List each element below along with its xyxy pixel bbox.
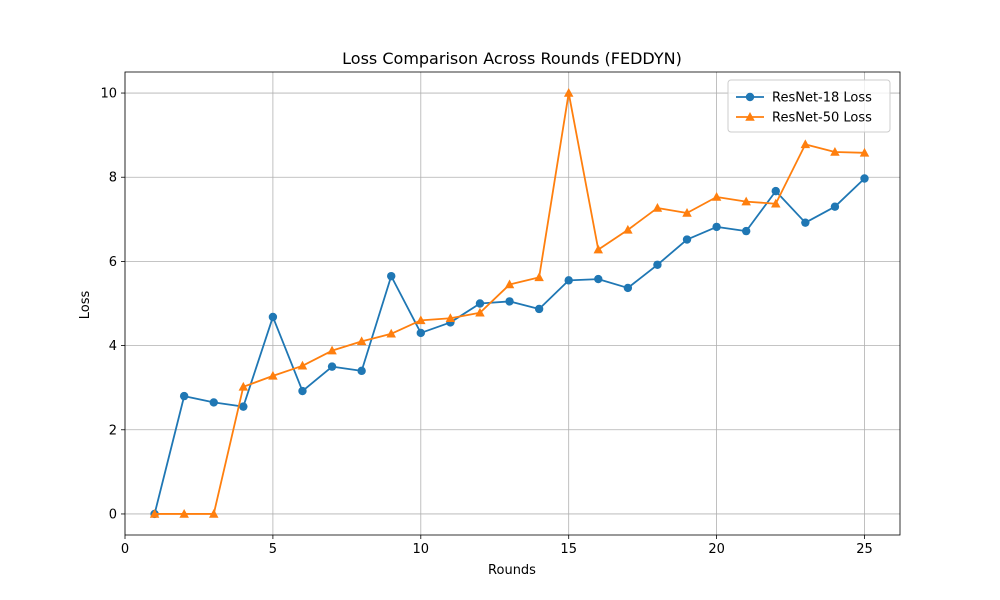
data-point <box>830 146 840 156</box>
data-point <box>179 391 189 401</box>
data-point <box>859 147 870 157</box>
data-point <box>297 360 308 370</box>
data-point <box>445 313 456 322</box>
data-point <box>653 260 662 269</box>
x-tick-label: 20 <box>708 542 725 557</box>
data-point <box>386 328 396 338</box>
data-point <box>801 218 810 227</box>
legend-label: ResNet-50 Loss <box>772 111 872 126</box>
data-point <box>239 402 248 411</box>
chart-title: Loss Comparison Across Rounds (FEDDYN) <box>342 49 682 68</box>
data-point <box>712 222 721 232</box>
data-point <box>179 508 189 518</box>
data-point <box>711 192 722 201</box>
data-point <box>682 208 692 217</box>
data-point <box>327 362 337 371</box>
data-series <box>149 88 870 519</box>
y-tick-label: 10 <box>100 87 117 102</box>
series-resnet-18 <box>150 174 869 519</box>
legend-box <box>727 79 891 133</box>
data-point <box>534 272 544 282</box>
data-point <box>830 202 840 211</box>
data-point <box>564 276 573 285</box>
data-point <box>268 370 278 380</box>
data-point <box>800 139 811 149</box>
data-point <box>238 381 249 391</box>
x-axis-label: Rounds <box>488 563 536 578</box>
data-point <box>298 386 307 396</box>
legend-marker <box>745 112 755 121</box>
data-point <box>208 508 219 518</box>
legend-entry: ResNet-18 Loss <box>736 91 872 106</box>
legend: ResNet-18 Loss ResNet-50 Loss <box>727 79 891 133</box>
data-point <box>860 174 869 183</box>
legend-label: ResNet-18 Loss <box>772 91 872 106</box>
y-tick-label: 2 <box>109 423 117 438</box>
data-point <box>149 508 160 518</box>
data-point <box>741 226 751 236</box>
x-tick-label: 15 <box>560 542 577 557</box>
data-point <box>357 366 366 376</box>
data-point <box>387 271 396 281</box>
data-point <box>594 274 603 284</box>
data-point <box>416 328 426 338</box>
y-tick-label: 4 <box>109 339 117 354</box>
data-point <box>652 202 663 212</box>
x-tick-label: 10 <box>413 542 430 557</box>
data-point <box>563 88 574 97</box>
data-point <box>209 398 218 407</box>
data-point <box>268 312 278 322</box>
x-tick-label: 5 <box>269 542 277 557</box>
y-tick-label: 8 <box>109 171 117 186</box>
x-tick-label: 0 <box>121 542 129 557</box>
y-tick-label: 0 <box>109 507 117 522</box>
series-resnet-50 <box>149 88 870 518</box>
data-point <box>741 196 751 206</box>
grid-lines <box>124 72 900 535</box>
data-point <box>356 336 367 346</box>
plot-frame <box>124 71 901 536</box>
data-point <box>593 244 604 254</box>
legend-marker <box>745 92 755 102</box>
data-point <box>623 283 633 293</box>
data-point <box>475 299 485 308</box>
data-point <box>504 279 515 289</box>
x-tick-label: 25 <box>856 542 873 557</box>
data-point <box>534 304 544 314</box>
data-point <box>475 307 485 317</box>
data-point <box>505 297 514 306</box>
data-point <box>682 235 692 244</box>
axes: 0 5 10 15 20 25 0 2 4 6 8 10 <box>100 71 901 557</box>
y-axis-label: Loss <box>78 291 93 320</box>
data-point <box>771 186 780 196</box>
data-point <box>416 315 426 325</box>
data-point <box>771 198 781 208</box>
legend-entry: ResNet-50 Loss <box>736 111 872 126</box>
data-point <box>327 345 337 355</box>
y-tick-label: 6 <box>109 255 117 270</box>
data-point <box>623 224 633 234</box>
